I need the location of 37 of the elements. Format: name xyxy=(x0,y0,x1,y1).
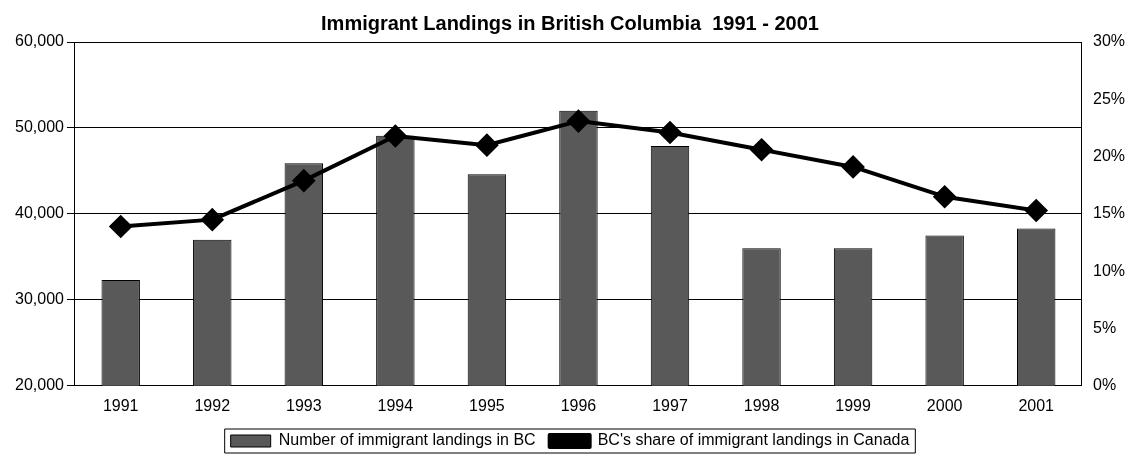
point xyxy=(201,208,224,231)
x-tick-label: 2000 xyxy=(926,396,963,414)
point xyxy=(475,134,498,157)
x-tick-label: 1995 xyxy=(469,396,505,414)
y2-tick-label: 5% xyxy=(1092,318,1117,336)
point xyxy=(933,185,956,208)
point xyxy=(292,169,315,192)
point xyxy=(109,215,132,238)
point xyxy=(842,155,865,178)
x-tick-label: 1994 xyxy=(377,396,414,414)
x-tick-label: 1996 xyxy=(560,396,597,414)
x-tick-label: 1999 xyxy=(835,396,871,414)
point xyxy=(750,138,773,161)
y2-tick-label: 25% xyxy=(1092,89,1126,107)
y-tick-label: 60,000 xyxy=(15,32,65,50)
y2-tick-label: 10% xyxy=(1092,261,1126,279)
y2-tick-label: 30% xyxy=(1092,32,1126,50)
y2-tick-label: 15% xyxy=(1092,204,1126,222)
y-tick-label: 50,000 xyxy=(15,118,65,136)
x-tick-label: 1992 xyxy=(194,396,231,414)
chart-title: Immigrant Landings in British Columbia 1991 - 2001 xyxy=(321,11,819,34)
x-tick-label: 1998 xyxy=(743,396,780,414)
point xyxy=(1025,199,1048,222)
y2-tick-label: 20% xyxy=(1092,147,1126,165)
point xyxy=(659,121,682,144)
y2-tick-label: 0% xyxy=(1092,376,1117,394)
x-tick-label: 1997 xyxy=(652,396,688,414)
x-tick-label: 2001 xyxy=(1018,396,1055,414)
x-tick-label: 1991 xyxy=(102,396,139,414)
point xyxy=(384,124,407,147)
legend-label: Number of immigrant landings in BC xyxy=(278,431,536,449)
y-tick-label: 20,000 xyxy=(15,376,65,394)
x-tick-label: 1993 xyxy=(286,396,322,414)
point xyxy=(567,110,590,133)
y-tick-label: 30,000 xyxy=(15,290,65,308)
legend-label: BC's share of immigrant landings in Canada xyxy=(597,431,910,449)
y-tick-label: 40,000 xyxy=(15,204,65,222)
